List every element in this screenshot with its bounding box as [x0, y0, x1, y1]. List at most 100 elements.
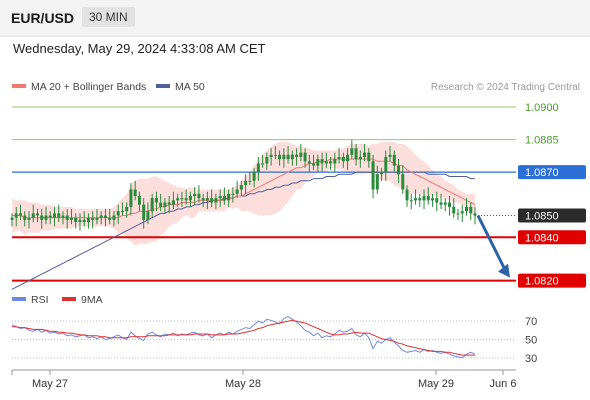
candle-body [329, 161, 333, 164]
candle-body [231, 193, 235, 195]
legend-label: MA 50 [175, 81, 205, 93]
legend-swatch [62, 297, 76, 301]
candle-body [137, 196, 141, 205]
candle-body [201, 198, 205, 201]
legend-label: 9MA [81, 294, 103, 306]
candle-body [273, 154, 277, 156]
candle-body [299, 152, 303, 157]
candle-body [86, 217, 90, 223]
candle-body [261, 163, 265, 165]
candle-body [350, 148, 354, 155]
candle-body [205, 198, 209, 201]
level-tag [518, 165, 586, 180]
candle-body [363, 152, 367, 157]
candle-body [167, 202, 171, 205]
level-label: 1.0870 [525, 167, 559, 179]
level-label: 1.0840 [525, 232, 559, 244]
candle-body [290, 154, 294, 160]
candle-body [116, 211, 120, 216]
candle-body [303, 152, 307, 162]
candle-body [337, 156, 341, 160]
symbol-title: EUR/USD [11, 10, 75, 26]
candle-body [341, 156, 345, 162]
candle-body [465, 206, 469, 212]
level-tag [518, 230, 586, 245]
legend-label: RSI [31, 294, 49, 306]
candle-body [282, 154, 286, 160]
legend-swatch [12, 84, 26, 88]
x-tick-label: May 27 [32, 378, 68, 390]
candle-body [10, 217, 14, 220]
rsi-ma-line [12, 319, 475, 356]
timeframe-button[interactable]: 30 MIN [82, 7, 135, 27]
candle-body [48, 215, 52, 218]
rsi-tick-label: 70 [525, 316, 537, 328]
candle-body [397, 165, 401, 175]
candle-body [78, 219, 82, 223]
candle-body [333, 159, 337, 164]
candle-body [392, 154, 396, 166]
candle-body [82, 219, 86, 223]
candle-body [239, 185, 243, 190]
candle-body [401, 174, 405, 190]
bollinger-band [12, 141, 475, 246]
candle-body [473, 213, 477, 216]
candle-body [248, 180, 252, 182]
candle-body [197, 193, 201, 199]
candle-body [227, 193, 231, 201]
candle-body [74, 217, 78, 223]
level-tag [518, 273, 586, 288]
rsi-legend: RSI 9MA [12, 294, 103, 306]
candle-body [456, 213, 460, 215]
candle-body [443, 202, 447, 205]
candle-body [91, 217, 95, 220]
candle-body [469, 206, 473, 214]
candle-body [307, 161, 311, 164]
watermark: Research © 2024 Trading Central [431, 82, 580, 93]
candle-body [61, 215, 65, 218]
candle-body [129, 189, 133, 207]
candle-body [31, 213, 35, 218]
candle-body [214, 198, 218, 203]
x-tick-label: Jun 6 [490, 378, 517, 390]
candle-body [316, 159, 320, 166]
candle-body [388, 154, 392, 157]
forecast-arrowhead [498, 263, 510, 278]
rsi-tick-label: 50 [525, 335, 537, 347]
candle-body [23, 215, 27, 220]
level-label: 1.0885 [525, 135, 559, 147]
candle-body [269, 154, 273, 157]
candle-body [409, 200, 413, 202]
candle-body [380, 172, 384, 175]
candle-body [320, 159, 324, 164]
main-legend: MA 20 + Bollinger Bands MA 50 [12, 81, 205, 93]
candle-body [405, 189, 409, 201]
candle-body [286, 154, 290, 160]
candle-body [295, 154, 299, 157]
title-bar: EUR/USD 30 MIN [0, 0, 590, 37]
candle-body [99, 215, 103, 218]
candle-body [180, 198, 184, 200]
candle-body [354, 148, 358, 160]
x-tick-label: May 29 [418, 378, 454, 390]
rsi-line [11, 316, 476, 359]
price-panel: 1.0900 1.0885 1.0870 1.0850 1.0840 1.0820 [10, 102, 586, 290]
candle-body [171, 200, 175, 205]
candle-body [193, 193, 197, 197]
candle-body [18, 213, 22, 216]
candle-body [210, 198, 214, 203]
legend-swatch [156, 84, 170, 88]
candle-body [435, 198, 439, 203]
candle-body [222, 196, 226, 201]
candle-body [176, 198, 180, 201]
level-label: 1.0850 [525, 211, 559, 223]
candle-body [142, 204, 146, 220]
candle-body [44, 215, 48, 220]
candle-body [95, 217, 99, 220]
candle-body [375, 174, 379, 190]
candle-body [120, 211, 124, 213]
legend-swatch [12, 297, 26, 301]
candle-body [426, 196, 430, 201]
rsi-panel: 70 50 30 [11, 316, 537, 365]
